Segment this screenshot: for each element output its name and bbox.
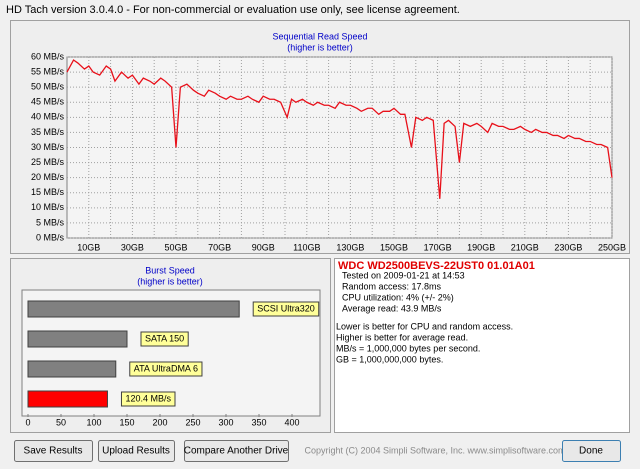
x-tick-label: 50GB — [164, 242, 187, 252]
x-tick-label: 250 — [185, 417, 200, 427]
x-tick-label: 210GB — [511, 242, 539, 252]
y-tick-label: 40 MB/s — [31, 112, 65, 122]
read-subtitle: (higher is better) — [287, 42, 353, 52]
info-note: Lower is better for CPU and random acces… — [336, 321, 513, 331]
info-result: CPU utilization: 4% (+/- 2%) — [342, 292, 454, 302]
y-tick-label: 55 MB/s — [31, 66, 65, 76]
y-tick-label: 0 MB/s — [36, 232, 65, 242]
x-tick-label: 200 — [152, 417, 167, 427]
y-tick-label: 25 MB/s — [31, 157, 65, 167]
x-tick-label: 100 — [86, 417, 101, 427]
x-tick-label: 50 — [56, 417, 66, 427]
y-tick-label: 60 MB/s — [31, 51, 65, 61]
bar-label-box — [129, 361, 203, 377]
bar — [27, 390, 108, 408]
button[interactable] — [562, 440, 621, 462]
drive-name: WDC WD2500BEVS-22UST0 01.01A01 — [338, 260, 535, 272]
bar — [27, 330, 128, 348]
button[interactable] — [98, 440, 175, 462]
read-title: Sequential Read Speed — [272, 31, 367, 41]
button-label[interactable]: Upload Results — [102, 446, 170, 457]
y-tick-label: 50 MB/s — [31, 82, 65, 92]
bar-label-box — [252, 301, 320, 317]
x-tick-label: 130GB — [336, 242, 364, 252]
button[interactable] — [184, 440, 289, 462]
x-tick-label: 250GB — [598, 242, 626, 252]
bar-label: SCSI Ultra320 — [257, 303, 315, 313]
x-tick-label: 190GB — [467, 242, 495, 252]
bar-label: ATA UltraDMA 6 — [134, 363, 198, 373]
bar — [27, 360, 117, 378]
button[interactable] — [14, 440, 93, 462]
x-tick-label: 150 — [119, 417, 134, 427]
bar-label-box — [140, 331, 189, 347]
x-tick-label: 230GB — [554, 242, 582, 252]
bar-label: 120.4 MB/s — [125, 393, 171, 403]
bar — [27, 300, 240, 318]
y-tick-label: 45 MB/s — [31, 97, 65, 107]
x-tick-label: 110GB — [293, 242, 320, 252]
x-tick-label: 10GB — [77, 242, 100, 252]
info-result: Random access: 17.8ms — [342, 281, 442, 291]
bar-label-box — [120, 391, 176, 407]
info-note: Higher is better for average read. — [336, 332, 468, 342]
x-tick-label: 400 — [284, 417, 299, 427]
info-result: Average read: 43.9 MB/s — [342, 303, 442, 313]
x-tick-label: 170GB — [424, 242, 452, 252]
x-tick-label: 0 — [25, 417, 30, 427]
x-tick-label: 350 — [251, 417, 266, 427]
info-panel — [334, 258, 630, 433]
x-tick-label: 90GB — [252, 242, 275, 252]
info-note: MB/s = 1,000,000 bytes per second. — [336, 343, 480, 353]
burst-title: Burst Speed — [145, 265, 195, 275]
window-title: HD Tach version 3.0.4.0 - For non-commer… — [6, 4, 460, 16]
burst-subtitle: (higher is better) — [137, 276, 203, 286]
bar-label: SATA 150 — [145, 333, 184, 343]
button-label[interactable]: Done — [579, 446, 603, 457]
y-tick-label: 5 MB/s — [36, 217, 65, 227]
y-tick-label: 35 MB/s — [31, 127, 65, 137]
y-tick-label: 30 MB/s — [31, 142, 65, 152]
info-result: Tested on 2009-01-21 at 14:53 — [342, 270, 465, 280]
y-tick-label: 15 MB/s — [31, 187, 65, 197]
info-note: GB = 1,000,000,000 bytes. — [336, 354, 443, 364]
x-tick-label: 30GB — [121, 242, 144, 252]
copyright: Copyright (C) 2004 Simpli Software, Inc.… — [304, 445, 565, 455]
read-line — [66, 59, 613, 199]
y-tick-label: 20 MB/s — [31, 172, 65, 182]
y-tick-label: 10 MB/s — [31, 202, 65, 212]
x-tick-label: 300 — [218, 417, 233, 427]
button-label[interactable]: Save Results — [24, 446, 83, 457]
x-tick-label: 70GB — [208, 242, 231, 252]
button-label[interactable]: Compare Another Drive — [184, 446, 289, 457]
x-tick-label: 150GB — [380, 242, 408, 252]
